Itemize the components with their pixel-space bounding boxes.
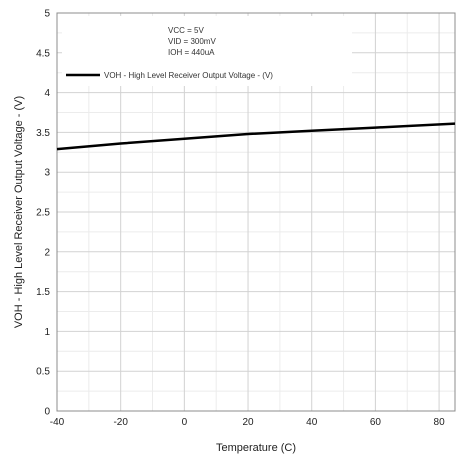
y-tick-label: 0.5 [36, 367, 50, 378]
plot-area-frame [56, 12, 456, 412]
y-tick-label: 1.5 [36, 287, 50, 298]
x-tick-label: 0 [182, 417, 188, 428]
legend: VCC = 5V VID = 300mV IOH = 440uA VOH - H… [62, 16, 352, 86]
y-tick-label: 1 [44, 327, 50, 338]
y-tick-label: 5 [44, 9, 50, 20]
x-tick-label: 20 [242, 417, 254, 428]
y-tick-label: 0 [44, 407, 50, 418]
x-tick-label: 60 [370, 417, 382, 428]
series-layer [56, 122, 456, 151]
y-axis-title: VOH - High Level Receiver Output Voltage… [13, 96, 25, 328]
y-tick-label: 2.5 [36, 208, 50, 219]
x-tick-label: 40 [306, 417, 318, 428]
y-tick-label: 4.5 [36, 48, 50, 59]
x-tick-label: -20 [113, 417, 128, 428]
condition-vid: VID = 300mV [168, 37, 216, 46]
y-tick-label: 3 [44, 168, 50, 179]
y-tick-labels: 0 0.5 1 1.5 2 2.5 3 3.5 4 4.5 5 [36, 9, 50, 418]
legend-background [62, 16, 352, 86]
x-tick-labels: -40 -20 0 20 40 60 80 [50, 417, 445, 428]
y-tick-label: 3.5 [36, 128, 50, 139]
x-tick-label: -40 [50, 417, 65, 428]
y-tick-label: 2 [44, 247, 50, 258]
series-line-voh [56, 122, 456, 151]
x-tick-label: 80 [434, 417, 446, 428]
condition-vcc: VCC = 5V [168, 26, 204, 35]
y-tick-label: 4 [44, 88, 50, 99]
legend-entry-label: VOH - High Level Receiver Output Voltage… [104, 71, 273, 80]
x-axis-title: Temperature (C) [216, 442, 296, 454]
condition-ioh: IOH = 440uA [168, 48, 215, 57]
